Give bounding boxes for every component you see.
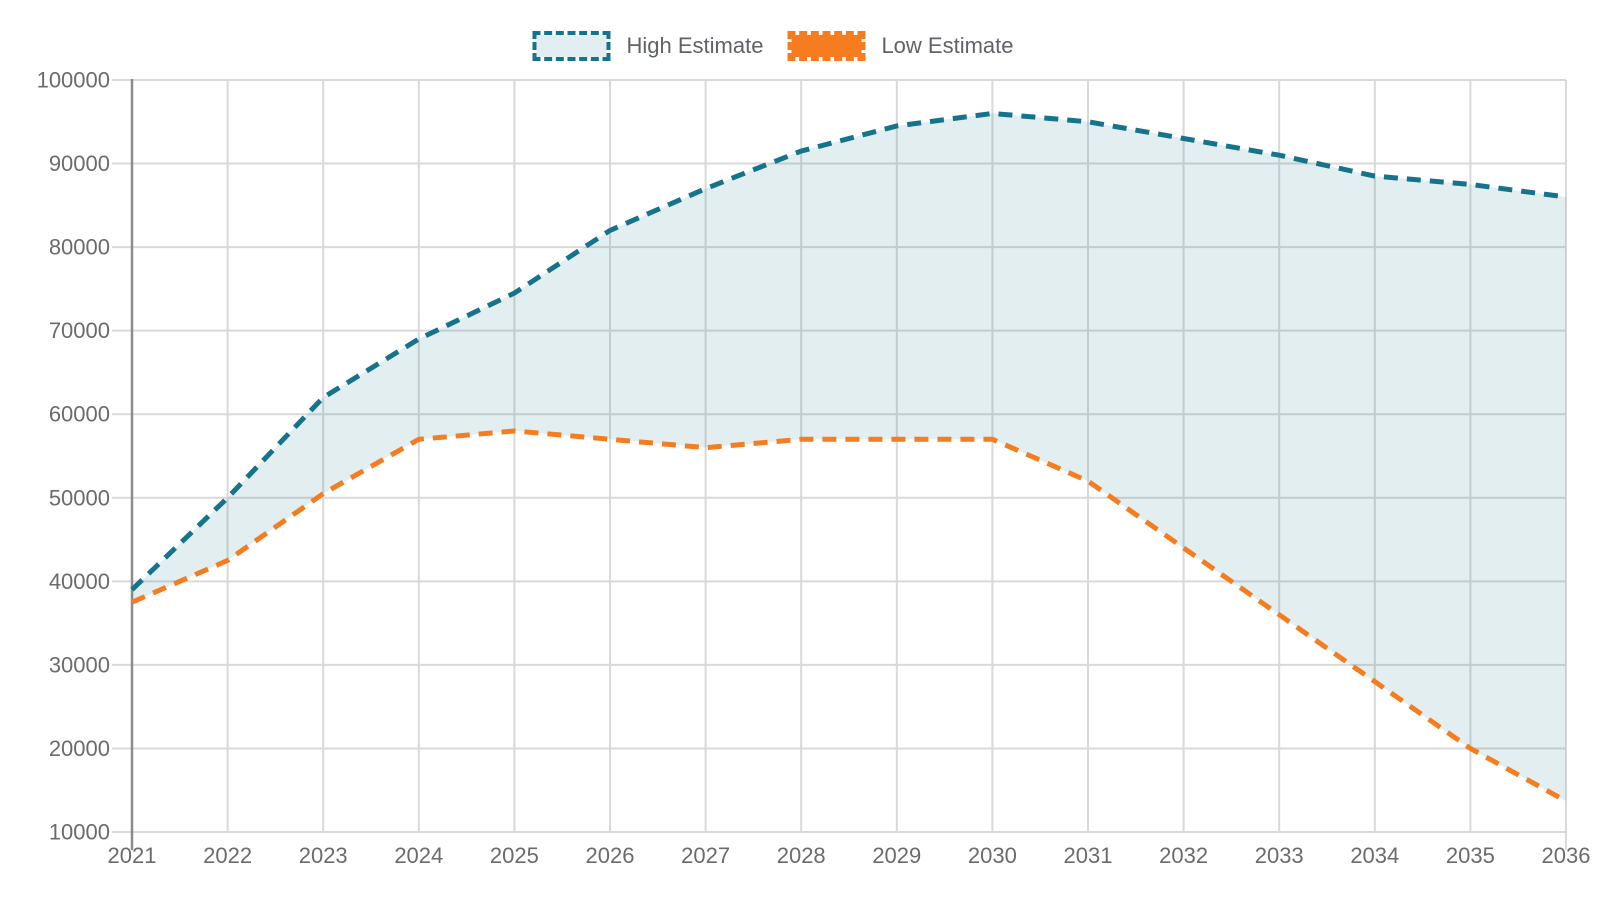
- x-tick-label: 2023: [299, 843, 348, 868]
- y-tick-label: 30000: [49, 652, 110, 677]
- legend-item-low-estimate[interactable]: Low Estimate: [787, 31, 1014, 61]
- legend-item-high-estimate[interactable]: High Estimate: [532, 31, 763, 61]
- legend-label-high-estimate: High Estimate: [626, 33, 764, 58]
- high-estimate-line: [130, 110, 1567, 592]
- x-tick-label: 2029: [872, 843, 921, 868]
- estimate-range-band: [132, 113, 1566, 802]
- x-tick-label: 2027: [681, 843, 730, 868]
- x-tick-label: 2034: [1350, 843, 1399, 868]
- x-tick-label: 2030: [968, 843, 1017, 868]
- y-tick-label: 70000: [49, 318, 110, 343]
- low-estimate-line: [130, 428, 1568, 804]
- y-tick-label: 90000: [49, 151, 110, 176]
- y-tick-label: 10000: [49, 820, 110, 845]
- y-tick-label: 80000: [49, 235, 110, 260]
- x-tick-label: 2022: [203, 843, 252, 868]
- legend-label-low-estimate: Low Estimate: [881, 33, 1014, 58]
- x-tick-label: 2032: [1159, 843, 1208, 868]
- chart-legend: High Estimate Low Estimate: [532, 31, 1014, 61]
- x-tick-label: 2033: [1255, 843, 1304, 868]
- x-tick-label: 2036: [1542, 843, 1591, 868]
- x-tick-label: 2025: [490, 843, 539, 868]
- y-tick-label: 100000: [37, 68, 110, 93]
- high-estimate-swatch: [532, 31, 611, 61]
- x-tick-label: 2026: [586, 843, 635, 868]
- x-tick-label: 2028: [777, 843, 826, 868]
- low-estimate-swatch: [787, 31, 866, 61]
- y-tick-label: 40000: [49, 569, 110, 594]
- y-tick-label: 20000: [49, 736, 110, 761]
- y-tick-label: 50000: [49, 485, 110, 510]
- x-tick-label: 2031: [1064, 843, 1113, 868]
- x-tick-label: 2035: [1446, 843, 1495, 868]
- y-tick-label: 60000: [49, 402, 110, 427]
- x-tick-label: 2024: [394, 843, 443, 868]
